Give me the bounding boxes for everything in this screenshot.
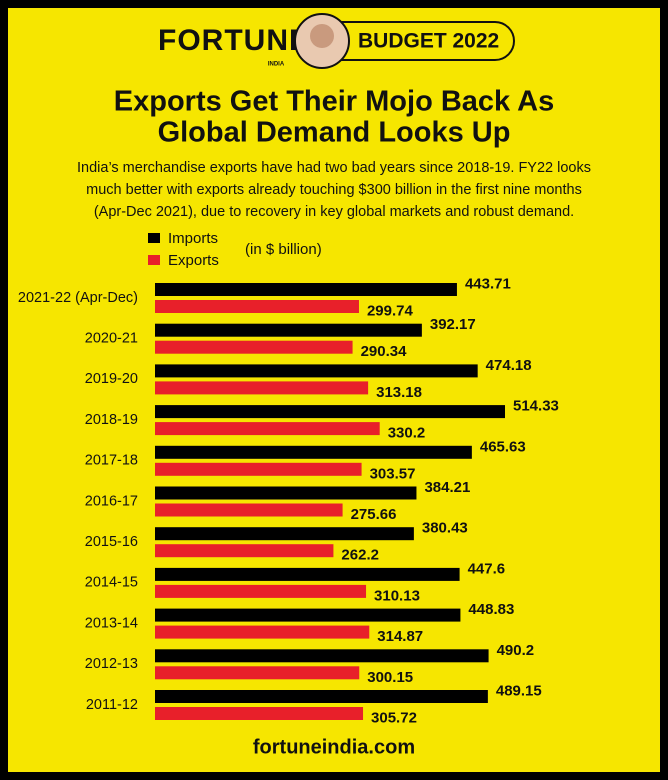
value-label: 305.72 xyxy=(371,709,417,726)
bar xyxy=(155,422,380,436)
value-label: 380.43 xyxy=(422,520,468,537)
chart-title: Global Demand Looks Up xyxy=(158,117,511,149)
portrait-face xyxy=(310,24,334,48)
value-label: 300.15 xyxy=(367,669,413,686)
category-label: 2017-18 xyxy=(85,453,138,469)
category-label: 2016-17 xyxy=(85,493,138,509)
bar xyxy=(155,690,488,703)
legend-label: Exports xyxy=(168,252,219,269)
category-label: 2013-14 xyxy=(85,615,138,631)
value-label: 384.21 xyxy=(424,479,470,496)
chart-title: Exports Get Their Mojo Back As xyxy=(114,86,554,118)
value-label: 314.87 xyxy=(377,628,423,645)
subtitle: (Apr-Dec 2021), due to recovery in key g… xyxy=(94,204,574,220)
footer: fortuneindia.com xyxy=(253,736,415,758)
value-label: 392.17 xyxy=(430,316,476,333)
category-label: 2012-13 xyxy=(85,656,138,672)
value-label: 262.2 xyxy=(341,547,379,564)
bar xyxy=(155,608,461,622)
bar xyxy=(155,405,505,419)
bar xyxy=(155,486,417,500)
bar xyxy=(155,666,360,680)
bar xyxy=(155,340,353,354)
value-label: 299.74 xyxy=(367,302,414,319)
bar xyxy=(155,649,489,663)
value-label: 290.34 xyxy=(361,343,408,360)
bar xyxy=(155,527,414,541)
bar xyxy=(155,625,370,639)
subtitle: India’s merchandise exports have had two… xyxy=(77,160,591,176)
category-label: 2018-19 xyxy=(85,412,138,428)
category-label: 2014-15 xyxy=(85,575,138,591)
value-label: 330.2 xyxy=(388,425,426,442)
bar xyxy=(155,584,367,598)
legend-swatch xyxy=(148,255,160,265)
bar xyxy=(155,300,359,313)
value-label: 310.13 xyxy=(374,587,420,604)
value-label: 465.63 xyxy=(480,438,526,455)
category-label: 2021-22 (Apr-Dec) xyxy=(18,290,138,306)
value-label: 490.2 xyxy=(497,642,535,659)
bar xyxy=(155,462,362,476)
brand-sub: INDIA xyxy=(268,62,285,68)
value-label: 275.66 xyxy=(351,506,397,523)
category-label: 2015-16 xyxy=(85,534,138,550)
bar xyxy=(155,381,369,395)
brand: FORTUNE xyxy=(158,24,310,57)
category-label: 2020-21 xyxy=(85,331,138,347)
value-label: 303.57 xyxy=(370,465,416,482)
value-label: 514.33 xyxy=(513,398,559,415)
legend-swatch xyxy=(148,233,160,243)
bar xyxy=(155,567,460,581)
category-label: 2019-20 xyxy=(85,371,138,387)
value-label: 443.71 xyxy=(465,275,511,292)
value-label: 489.15 xyxy=(496,682,542,699)
value-label: 313.18 xyxy=(376,384,422,401)
value-label: 474.18 xyxy=(486,357,532,374)
bar xyxy=(155,707,364,720)
legend-label: Imports xyxy=(168,230,218,247)
bar xyxy=(155,503,343,517)
category-label: 2011-12 xyxy=(86,697,138,713)
bar xyxy=(155,283,457,296)
value-label: 447.6 xyxy=(468,560,506,577)
subtitle: much better with exports already touchin… xyxy=(86,182,582,198)
bar xyxy=(155,364,478,378)
bar xyxy=(155,544,334,558)
value-label: 448.83 xyxy=(468,601,514,618)
bar xyxy=(155,445,472,459)
badge: BUDGET 2022 xyxy=(358,30,499,53)
unit-note: (in $ billion) xyxy=(245,241,322,258)
bar xyxy=(155,323,422,337)
